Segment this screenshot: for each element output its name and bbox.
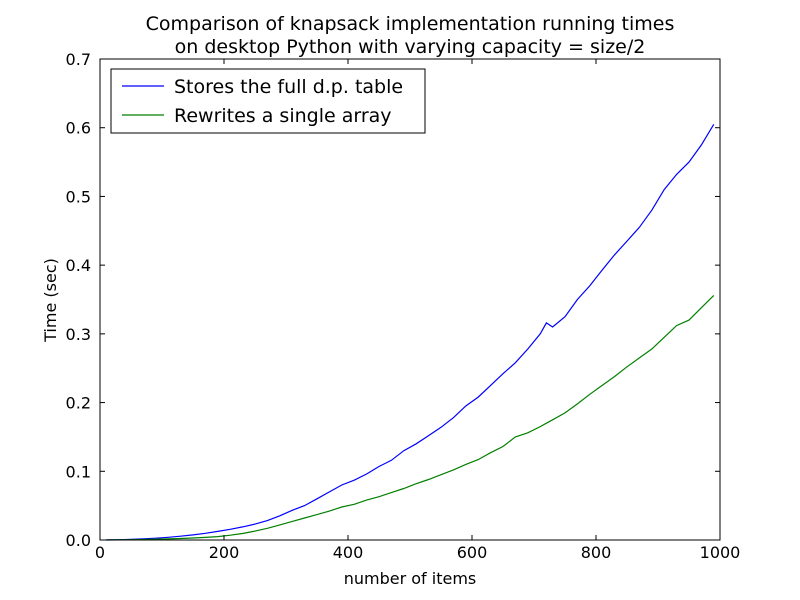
y-tick-label: 0.7	[66, 50, 91, 69]
y-axis-label: Time (sec)	[41, 258, 60, 343]
y-tick-label: 0.1	[66, 462, 91, 481]
y-tick-label: 0.3	[66, 325, 91, 344]
x-tick-label: 400	[333, 543, 364, 562]
legend: Stores the full d.p. table Rewrites a si…	[110, 68, 426, 134]
legend-label-single-array: Rewrites a single array	[174, 105, 392, 127]
y-tick-label: 0.6	[66, 119, 91, 138]
x-axis-label: number of items	[344, 569, 477, 588]
legend-box	[110, 68, 426, 134]
series-line-1	[106, 294, 715, 541]
x-tick-label: 800	[581, 543, 612, 562]
y-tick-label: 0.4	[66, 256, 91, 275]
y-tick-label: 0.0	[66, 531, 91, 550]
legend-label-full-table: Stores the full d.p. table	[174, 76, 403, 98]
y-tick-label: 0.2	[66, 394, 91, 413]
series-line-0	[106, 123, 715, 541]
x-tick-label: 0	[95, 543, 105, 562]
chart-subtitle: on desktop Python with varying capacity …	[175, 36, 646, 58]
x-tick-label: 600	[457, 543, 488, 562]
y-tick-label: 0.5	[66, 187, 91, 206]
ticks-layer: 0 200 400 600 800 1000 0.0 0.1 0.2 0.3 0.4 0.5 0.6 0.…	[66, 50, 741, 562]
series-layer	[106, 123, 715, 541]
chart-title: Comparison of knapsack implementation ru…	[146, 13, 675, 35]
plot-frame	[99, 58, 721, 541]
x-tick-label: 200	[209, 543, 240, 562]
x-tick-label: 1000	[700, 543, 741, 562]
